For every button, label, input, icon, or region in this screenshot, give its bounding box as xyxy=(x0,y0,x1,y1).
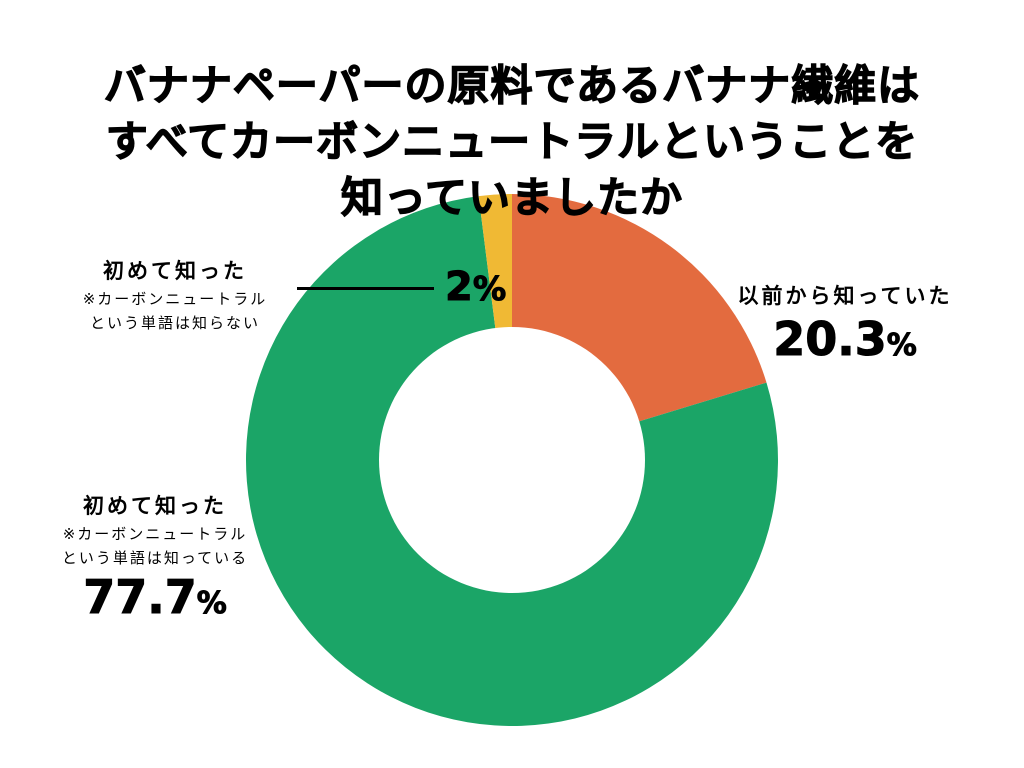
label-aware-percent: 77.7% xyxy=(25,570,285,631)
label-known-main: 以前から知っていた xyxy=(737,284,953,308)
title-line-1: バナナペーパーの原料であるバナナ繊維は xyxy=(103,60,921,110)
percent-value: 2 xyxy=(445,264,474,311)
percent-sign: % xyxy=(472,269,507,309)
percent-value: 77.7 xyxy=(83,570,197,625)
label-known: 以前から知っていた 20.3% xyxy=(705,280,985,373)
label-unaware-sub2: という単語は知らない xyxy=(89,314,260,332)
leader-line xyxy=(297,287,434,290)
percent-sign: % xyxy=(886,328,917,364)
label-unaware-percent: 2% xyxy=(445,262,507,314)
title-line-2: すべてカーボンニュートラルということを xyxy=(105,116,919,166)
label-unaware-sub1: ※カーボンニュートラル xyxy=(82,290,268,308)
percent-sign: % xyxy=(196,586,227,622)
percent-value: 20.3 xyxy=(773,312,887,367)
label-aware: 初めて知った ※カーボンニュートラル という単語は知っている 77.7% xyxy=(25,490,285,631)
label-known-percent: 20.3% xyxy=(705,312,985,373)
chart-title: バナナペーパーの原料であるバナナ繊維は すべてカーボンニュートラルということを … xyxy=(0,58,1024,226)
label-unaware-main: 初めて知った xyxy=(103,259,247,283)
label-unaware: 初めて知った ※カーボンニュートラル という単語は知らない xyxy=(55,255,295,335)
label-aware-sub1: ※カーボンニュートラル xyxy=(62,525,248,543)
label-aware-sub2: という単語は知っている xyxy=(61,549,249,567)
donut-hole xyxy=(379,327,645,593)
title-line-3: 知っていましたか xyxy=(340,172,683,222)
label-aware-main: 初めて知った xyxy=(83,494,227,518)
